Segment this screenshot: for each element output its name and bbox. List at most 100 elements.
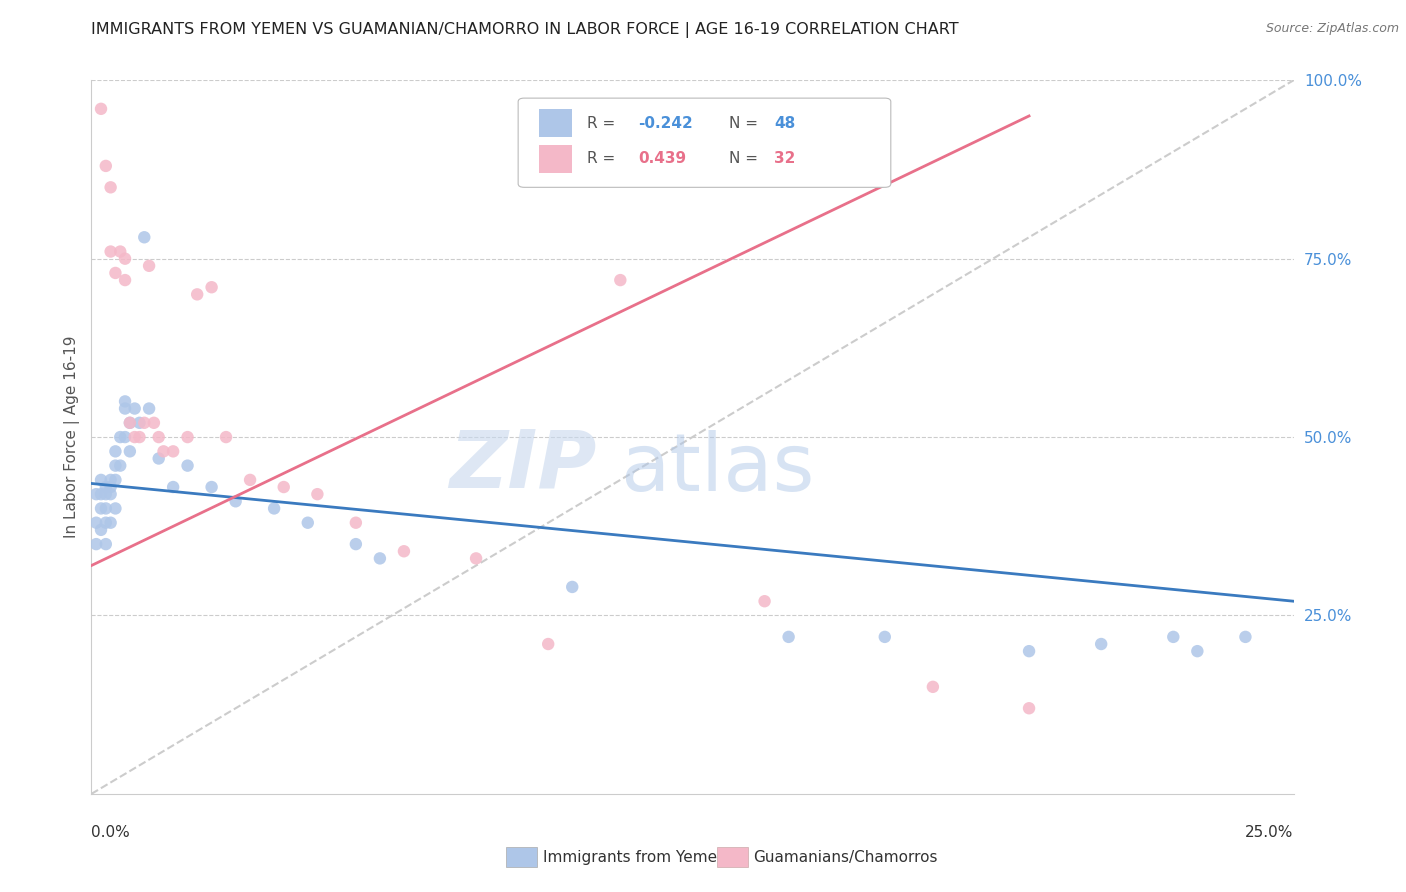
Point <box>561 580 583 594</box>
Point <box>134 230 156 244</box>
Point <box>124 401 146 416</box>
Point <box>1090 637 1112 651</box>
Point <box>110 430 132 444</box>
FancyBboxPatch shape <box>519 98 891 187</box>
Point <box>100 473 122 487</box>
Point <box>225 494 247 508</box>
Text: IMMIGRANTS FROM YEMEN VS GUAMANIAN/CHAMORRO IN LABOR FORCE | AGE 16-19 CORRELATI: IMMIGRANTS FROM YEMEN VS GUAMANIAN/CHAMO… <box>91 22 959 38</box>
Point <box>307 487 329 501</box>
Point <box>128 430 150 444</box>
Point <box>1018 701 1040 715</box>
Point <box>110 244 132 259</box>
Point <box>162 444 184 458</box>
Point <box>1234 630 1257 644</box>
Text: 48: 48 <box>775 116 796 130</box>
Point <box>100 516 122 530</box>
Text: 32: 32 <box>775 152 796 166</box>
Point <box>94 159 117 173</box>
Text: Source: ZipAtlas.com: Source: ZipAtlas.com <box>1265 22 1399 36</box>
Point <box>465 551 488 566</box>
Point <box>90 501 112 516</box>
Point <box>176 430 198 444</box>
Point <box>609 273 631 287</box>
Point <box>201 480 224 494</box>
Point <box>297 516 319 530</box>
Point <box>114 273 136 287</box>
Point <box>104 266 127 280</box>
Text: 25.0%: 25.0% <box>1246 825 1294 840</box>
Point <box>104 444 127 458</box>
Point <box>100 487 122 501</box>
Point <box>344 537 367 551</box>
Point <box>128 416 150 430</box>
Point <box>104 473 127 487</box>
Point <box>114 252 136 266</box>
Point <box>148 451 170 466</box>
Point <box>90 523 112 537</box>
Bar <box>538 109 572 137</box>
Point <box>537 637 560 651</box>
Point <box>186 287 208 301</box>
Point <box>344 516 367 530</box>
Text: Guamanians/Chamorros: Guamanians/Chamorros <box>754 850 938 864</box>
Text: R =: R = <box>586 152 620 166</box>
Point <box>114 401 136 416</box>
Point <box>263 501 285 516</box>
Point <box>201 280 224 294</box>
Point <box>1161 630 1184 644</box>
Point <box>754 594 776 608</box>
Point <box>104 501 127 516</box>
Bar <box>538 145 572 173</box>
Point <box>162 480 184 494</box>
Point <box>94 537 117 551</box>
Point <box>94 501 117 516</box>
Point <box>148 430 170 444</box>
Point <box>142 416 165 430</box>
Text: atlas: atlas <box>620 430 814 508</box>
Point <box>152 444 174 458</box>
Text: 0.439: 0.439 <box>638 152 686 166</box>
Point <box>94 487 117 501</box>
Text: -0.242: -0.242 <box>638 116 693 130</box>
Point <box>114 430 136 444</box>
Point <box>134 416 156 430</box>
Text: ZIP: ZIP <box>449 426 596 505</box>
Point <box>100 244 122 259</box>
Point <box>90 487 112 501</box>
Point <box>110 458 132 473</box>
Point <box>239 473 262 487</box>
Point <box>922 680 945 694</box>
Point <box>118 416 141 430</box>
Point <box>124 430 146 444</box>
Point <box>778 630 800 644</box>
Point <box>176 458 198 473</box>
Point <box>94 480 117 494</box>
Text: Immigrants from Yemen: Immigrants from Yemen <box>543 850 727 864</box>
Y-axis label: In Labor Force | Age 16-19: In Labor Force | Age 16-19 <box>65 335 80 539</box>
Point <box>84 487 107 501</box>
Point <box>1018 644 1040 658</box>
Point <box>104 458 127 473</box>
Point <box>273 480 295 494</box>
Text: N =: N = <box>728 152 762 166</box>
Point <box>215 430 238 444</box>
Point <box>114 394 136 409</box>
Point <box>118 444 141 458</box>
Text: R =: R = <box>586 116 620 130</box>
Point <box>368 551 391 566</box>
Point <box>100 480 122 494</box>
Text: 0.0%: 0.0% <box>91 825 131 840</box>
Point <box>84 537 107 551</box>
Point <box>94 516 117 530</box>
Text: N =: N = <box>728 116 762 130</box>
Point <box>118 416 141 430</box>
Point <box>84 516 107 530</box>
Point <box>873 630 896 644</box>
Point <box>90 102 112 116</box>
Point <box>138 259 160 273</box>
Point <box>1187 644 1209 658</box>
Point <box>392 544 415 558</box>
Point <box>90 473 112 487</box>
Point <box>138 401 160 416</box>
Point <box>100 180 122 194</box>
